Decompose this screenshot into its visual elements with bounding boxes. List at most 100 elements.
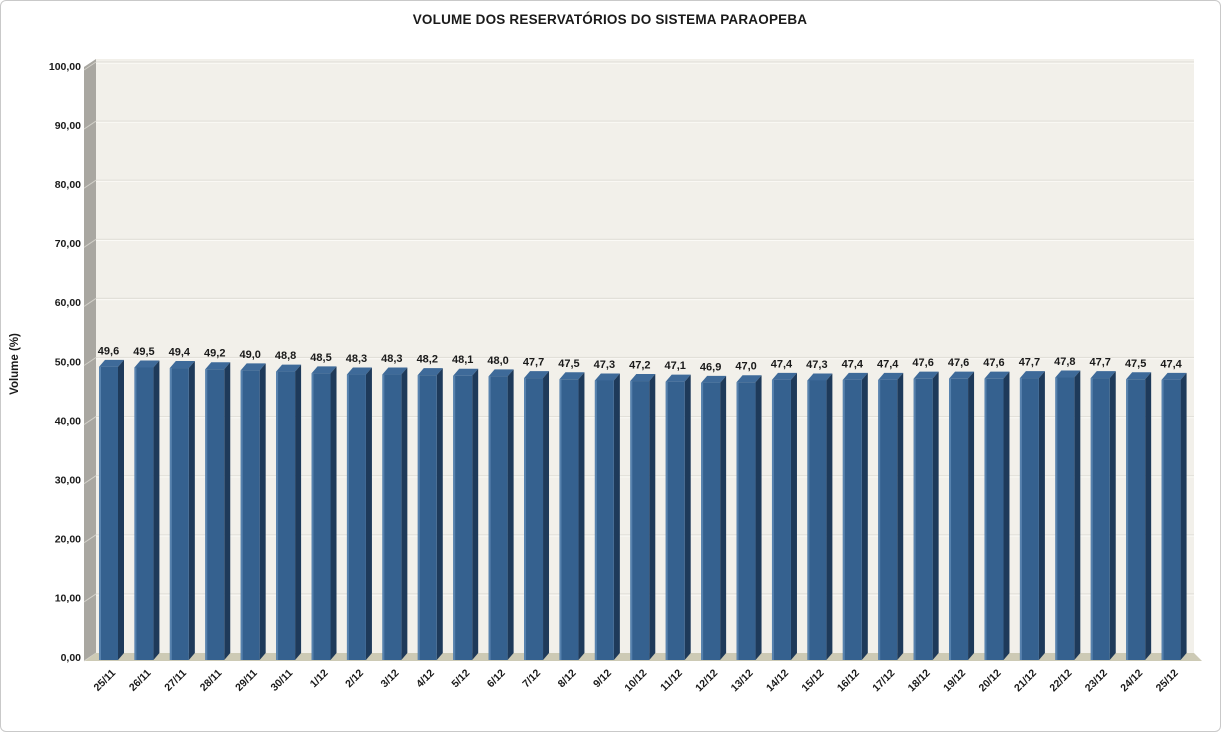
x-tick-label: 10/12 — [622, 667, 649, 694]
bar-edge-highlight — [276, 371, 279, 660]
bar — [984, 378, 1004, 660]
bar-side-face — [1003, 371, 1010, 660]
bar-value-label: 47,5 — [558, 358, 579, 370]
bar-edge-highlight — [949, 378, 952, 660]
side-wall-tick — [83, 593, 97, 603]
x-tick-label: 27/11 — [162, 667, 189, 694]
x-tick-label: 29/11 — [233, 667, 260, 694]
bar — [205, 369, 225, 660]
bar-side-face — [436, 368, 443, 660]
x-tick-label: 12/12 — [693, 667, 720, 694]
bar-top-face — [1161, 372, 1187, 380]
bar-value-label: 48,5 — [310, 352, 331, 364]
y-tick-label: 100,00 — [49, 61, 81, 73]
bar-edge-highlight — [594, 380, 597, 660]
y-tick-label: 10,00 — [55, 593, 81, 605]
side-wall — [84, 59, 96, 661]
bar-top-face — [701, 375, 727, 383]
bar-edge-highlight — [842, 379, 845, 660]
bar-top-face — [134, 360, 160, 368]
bar-side-face — [1038, 371, 1045, 660]
y-tick-label: 50,00 — [55, 356, 81, 368]
bar-value-label: 47,0 — [735, 361, 756, 373]
bar — [630, 381, 650, 660]
bar — [488, 376, 508, 660]
y-tick-label: 0,00 — [61, 652, 82, 664]
bar-top-face — [205, 362, 231, 370]
bar — [417, 375, 437, 660]
bar — [1126, 379, 1146, 660]
side-wall-tick — [83, 534, 97, 544]
side-wall-tick — [83, 416, 97, 426]
bar-side-face — [649, 374, 656, 660]
bar-edge-highlight — [311, 373, 314, 660]
bar — [594, 380, 614, 660]
bar-top-face — [842, 372, 868, 380]
bar-side-face — [472, 368, 479, 660]
bar — [1161, 379, 1181, 660]
chart-title: VOLUME DOS RESERVATÓRIOS DO SISTEMA PARA… — [413, 12, 808, 27]
bar-side-face — [1109, 371, 1116, 660]
bar — [949, 378, 969, 660]
x-tick-label: 15/12 — [799, 667, 826, 694]
bar-value-label: 49,4 — [169, 347, 191, 359]
bar-top-face — [99, 359, 124, 367]
x-tick-label: 24/12 — [1118, 667, 1145, 694]
x-tick-label: 17/12 — [870, 667, 897, 694]
x-tick-label: 18/12 — [906, 667, 933, 694]
side-wall-tick — [83, 238, 97, 248]
bar-value-label: 47,4 — [771, 358, 793, 370]
bar-edge-highlight — [1126, 379, 1129, 660]
y-tick-label: 40,00 — [55, 415, 81, 427]
bar — [524, 378, 544, 660]
bar-side-face — [259, 363, 266, 660]
bar-value-label: 47,4 — [842, 358, 864, 370]
bar — [240, 370, 260, 660]
x-tick-label: 23/12 — [1083, 667, 1110, 694]
bar-side-face — [401, 367, 408, 660]
bar-top-face — [346, 367, 372, 375]
x-tick-label: 28/11 — [198, 667, 225, 694]
bar-side-face — [897, 372, 904, 660]
bar-edge-highlight — [1055, 377, 1058, 660]
bar — [382, 374, 402, 660]
bar-top-face — [807, 373, 833, 381]
x-tick-label: 20/12 — [977, 667, 1004, 694]
bar-top-face — [594, 373, 620, 381]
bar-side-face — [153, 360, 160, 660]
bar-top-face — [949, 371, 975, 379]
bar-edge-highlight — [417, 375, 420, 660]
bar-side-face — [755, 375, 762, 660]
x-tick-label: 26/11 — [127, 667, 154, 694]
bar-value-label: 48,2 — [417, 354, 438, 366]
bar-value-label: 47,3 — [806, 359, 827, 371]
bar-edge-highlight — [205, 369, 208, 660]
bar-side-face — [330, 366, 337, 660]
bar-edge-highlight — [559, 379, 562, 660]
bar-side-face — [684, 374, 691, 660]
side-wall-tick — [83, 357, 97, 366]
bar-side-face — [365, 367, 372, 660]
side-wall-tick — [83, 120, 97, 130]
bar-value-label: 49,0 — [239, 349, 260, 361]
y-tick-label: 30,00 — [55, 475, 81, 487]
bar-value-label: 48,1 — [452, 354, 473, 366]
bar-edge-highlight — [488, 376, 491, 660]
y-tick-label: 60,00 — [55, 297, 81, 309]
bar-side-face — [720, 375, 727, 660]
bar-top-face — [878, 372, 904, 380]
y-tick-label: 90,00 — [55, 120, 81, 132]
x-tick-label: 3/12 — [379, 667, 402, 690]
bar-side-face — [932, 371, 939, 660]
bar-side-face — [1074, 370, 1081, 660]
bar-edge-highlight — [346, 374, 349, 660]
y-tick-label: 70,00 — [55, 238, 81, 250]
bar-value-label: 48,3 — [381, 353, 402, 365]
bar-top-face — [559, 372, 585, 380]
bar-value-label: 47,7 — [523, 357, 544, 369]
bar — [1019, 378, 1039, 660]
plot-area: 100,00 90,00 80,00 70,00 60,00 50,00 40,00 30,0… — [49, 59, 1202, 694]
bar-edge-highlight — [169, 368, 172, 660]
side-wall-tick — [83, 61, 97, 71]
